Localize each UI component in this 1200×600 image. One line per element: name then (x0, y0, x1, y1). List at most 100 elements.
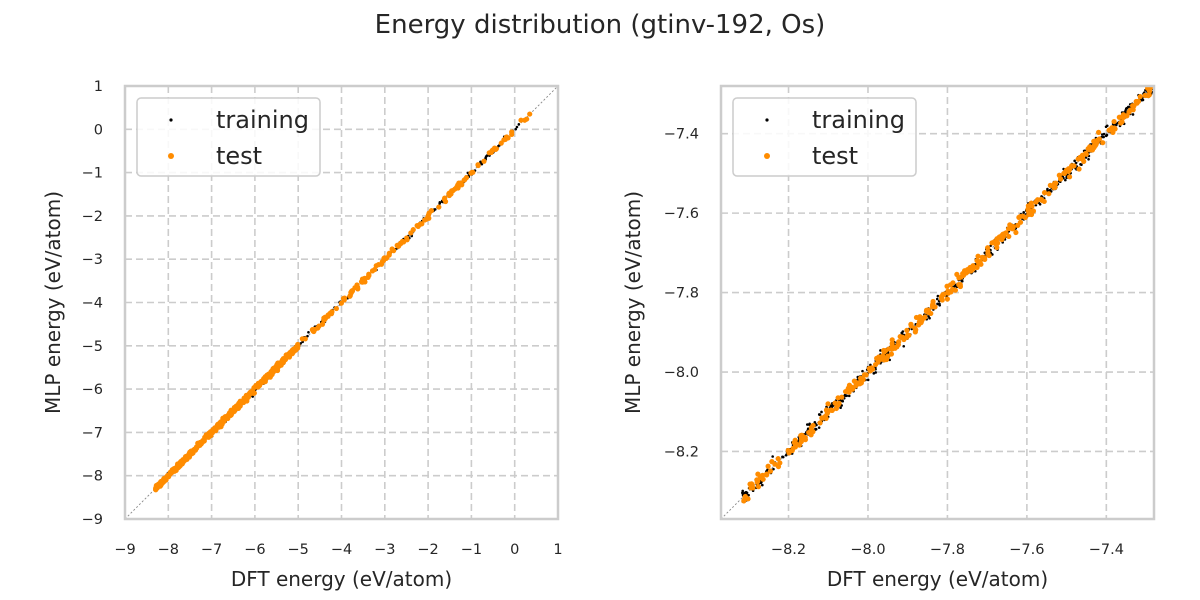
x-tick-label: −2 (417, 542, 438, 558)
data-point-test (789, 447, 795, 454)
data-point-test (905, 332, 911, 338)
y-tick-label: −7.6 (664, 206, 699, 222)
data-point-training (1131, 113, 1135, 116)
data-point-test (808, 432, 814, 438)
y-tick-label: −8.0 (664, 365, 699, 381)
data-point-test (1051, 180, 1058, 187)
data-point-training (960, 279, 963, 282)
x-tick-label: −3 (374, 542, 395, 558)
data-point-test (889, 340, 895, 347)
data-point-test (828, 407, 834, 413)
data-point-test (276, 362, 282, 368)
data-point-test (236, 403, 243, 409)
y-tick-label: −3 (82, 252, 103, 268)
y-tick-label: −8 (82, 469, 103, 485)
data-point-test (184, 453, 190, 460)
data-point-training (1126, 105, 1130, 109)
data-point-test (944, 283, 950, 289)
data-point-test (475, 162, 481, 169)
data-point-test (203, 432, 209, 438)
data-point-test (455, 182, 461, 188)
data-point-test (1100, 140, 1106, 146)
legend-label-training: training (216, 106, 309, 134)
data-point-test (1111, 118, 1117, 125)
plot-frame (719, 84, 1156, 521)
data-point-test (849, 386, 856, 392)
data-point-training (781, 455, 784, 459)
data-point-test (463, 175, 470, 181)
data-point-test (999, 233, 1005, 239)
data-point-test (498, 140, 504, 146)
legend-label-test: test (216, 142, 262, 170)
data-point-test (950, 280, 956, 286)
x-tick-label: −6 (244, 542, 265, 558)
data-point-test (1057, 176, 1064, 182)
legend-marker-test (168, 153, 174, 159)
x-axis-label: DFT energy (eV/atom) (827, 567, 1048, 591)
data-point-test (312, 326, 318, 332)
data-point-test (1119, 119, 1125, 125)
y-tick-label: 0 (94, 122, 103, 138)
data-point-training (1038, 203, 1042, 206)
data-point-test (846, 385, 852, 391)
data-point-test (964, 266, 971, 273)
data-point-test (365, 274, 371, 280)
legend-label-training: training (812, 106, 905, 134)
data-point-test (379, 259, 385, 265)
data-point-test (401, 239, 407, 245)
data-point-test (1087, 147, 1093, 153)
right-panel: −8.2 −8.0 −7.8 −7.6 −7.4 −8.2 −8.0 −7.8 −7.6 −7.4… (621, 84, 1156, 591)
data-point-test (246, 391, 252, 397)
data-point-test (872, 361, 879, 368)
data-point-test (1076, 166, 1082, 172)
data-point-training (1102, 135, 1105, 139)
data-point-test (834, 402, 840, 408)
data-point-test (289, 349, 295, 355)
data-point-test (949, 286, 956, 292)
legend-box (732, 97, 917, 177)
legend: training test (136, 97, 321, 177)
y-tick-label: −2 (82, 209, 103, 225)
legend: training test (732, 97, 917, 177)
data-point-test (763, 471, 770, 477)
y-axis-label: MLP energy (eV/atom) (41, 191, 65, 414)
data-point-test (322, 316, 328, 322)
data-point-training (938, 302, 941, 306)
data-point-test (1066, 174, 1073, 180)
data-point-training (820, 410, 823, 414)
data-point-test (798, 439, 804, 445)
data-point-test (861, 372, 868, 378)
data-point-test (798, 434, 804, 440)
data-point-test (210, 427, 216, 433)
data-point-test (755, 471, 761, 477)
data-point-training (861, 369, 864, 373)
data-point-test (1046, 191, 1052, 197)
data-point-test (341, 295, 348, 301)
y-tick-label: −1 (82, 166, 103, 182)
data-point-test (1051, 185, 1057, 191)
data-point-test (808, 425, 814, 431)
legend-marker-training (765, 118, 769, 122)
data-point-test (824, 407, 830, 414)
data-point-test (527, 111, 533, 117)
data-point-training (844, 394, 848, 397)
data-point-training (784, 453, 788, 457)
data-point-training (1104, 134, 1108, 138)
y-tick-label: −8.2 (664, 444, 699, 460)
data-point-training (928, 316, 931, 320)
data-point-test (755, 484, 762, 490)
data-point-test (281, 357, 287, 363)
y-tick-label: −5 (82, 339, 103, 355)
data-point-test (389, 246, 395, 252)
x-tick-label: −8 (158, 542, 179, 558)
y-tick-label: −7 (82, 425, 103, 441)
data-point-test (348, 289, 354, 296)
data-point-test (1041, 190, 1048, 196)
x-tick-label: 0 (510, 542, 519, 558)
data-point-training (480, 162, 484, 166)
data-point-test (1022, 214, 1028, 221)
x-tick-label: −7 (201, 542, 222, 558)
x-tick-label: −7.4 (1089, 542, 1124, 558)
data-point-training (1087, 157, 1090, 161)
data-point-test (765, 463, 771, 469)
